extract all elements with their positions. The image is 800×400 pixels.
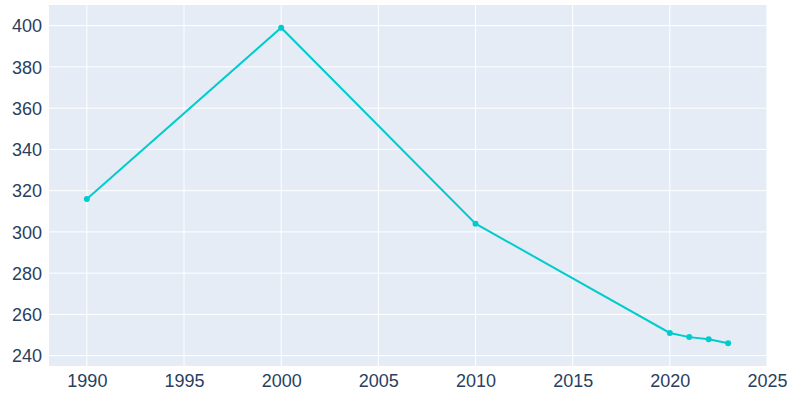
x-grid-line <box>86 5 87 366</box>
y-axis-tick: 380 <box>12 58 48 78</box>
y-grid-line <box>48 66 767 67</box>
marker <box>84 196 90 202</box>
x-axis-tick: 2010 <box>456 366 496 391</box>
y-axis-tick-label: 340 <box>12 140 42 160</box>
series <box>84 25 731 347</box>
x-grid-line <box>281 5 282 366</box>
y-axis-tick-label: 400 <box>12 16 42 36</box>
x-axis-tick-label: 2005 <box>359 371 399 391</box>
y-axis-tick: 340 <box>12 140 48 160</box>
x-grid-line <box>378 5 379 366</box>
x-axis-tick-label: 2015 <box>553 371 593 391</box>
x-grid-line <box>475 5 476 366</box>
x-axis-tick: 2020 <box>650 366 690 391</box>
y-axis-tick-label: 380 <box>12 58 42 78</box>
y-grid-line <box>48 231 767 232</box>
y-axis-tick: 360 <box>12 99 48 119</box>
chart: 1990 1995 2000 2005 2010 2015 2020 2025 240 260 28… <box>0 0 800 400</box>
y-axis-tick: 280 <box>12 264 48 284</box>
x-axis-line <box>49 366 768 367</box>
y-axis-tick-label: 300 <box>12 223 42 243</box>
x-grid-line <box>572 5 573 366</box>
x-axis: 1990 1995 2000 2005 2010 2015 2020 2025 <box>49 366 788 391</box>
x-axis-tick: 1995 <box>165 366 205 391</box>
grid <box>48 5 767 366</box>
line <box>87 28 728 344</box>
x-axis-tick-label: 1990 <box>67 371 107 391</box>
x-axis-tick: 2000 <box>262 366 302 391</box>
x-axis-tick-label: 2020 <box>650 371 690 391</box>
y-axis-tick-label: 320 <box>12 181 42 201</box>
y-axis-line <box>48 6 49 367</box>
marker <box>278 25 284 31</box>
plot-background <box>48 5 767 366</box>
y-grid-line <box>48 108 767 109</box>
y-axis-tick: 320 <box>12 181 48 201</box>
marker <box>686 334 692 340</box>
x-axis-tick-label: 2025 <box>747 371 787 391</box>
y-grid-line <box>48 149 767 150</box>
plot: 1990 1995 2000 2005 2010 2015 2020 2025 240 260 28… <box>12 5 788 391</box>
marker <box>667 330 673 336</box>
y-axis-tick: 300 <box>12 223 48 243</box>
x-grid-line <box>767 5 768 366</box>
x-axis-tick: 2005 <box>359 366 399 391</box>
marker <box>706 336 712 342</box>
x-axis-tick-label: 2000 <box>262 371 302 391</box>
y-axis: 240 260 280 300 320 340 360 380 400 <box>12 6 49 367</box>
y-axis-tick: 400 <box>12 16 48 36</box>
y-grid-line <box>48 314 767 315</box>
x-axis-tick: 2025 <box>747 366 787 391</box>
y-grid-line <box>48 25 767 26</box>
y-axis-tick-label: 240 <box>12 346 42 366</box>
x-grid-line <box>669 5 670 366</box>
y-axis-tick-label: 360 <box>12 99 42 119</box>
y-axis-tick: 240 <box>12 346 48 366</box>
y-axis-tick-label: 260 <box>12 305 42 325</box>
y-grid-line <box>48 190 767 191</box>
y-grid-line <box>48 273 767 274</box>
marker <box>473 221 479 227</box>
x-grid-line <box>184 5 185 366</box>
x-axis-tick-label: 2010 <box>456 371 496 391</box>
x-axis-tick-label: 1995 <box>165 371 205 391</box>
x-axis-tick: 2015 <box>553 366 593 391</box>
y-grid-line <box>48 355 767 356</box>
y-axis-tick: 260 <box>12 305 48 325</box>
marker <box>725 340 731 346</box>
y-axis-tick-label: 280 <box>12 264 42 284</box>
x-axis-tick: 1990 <box>67 366 107 391</box>
